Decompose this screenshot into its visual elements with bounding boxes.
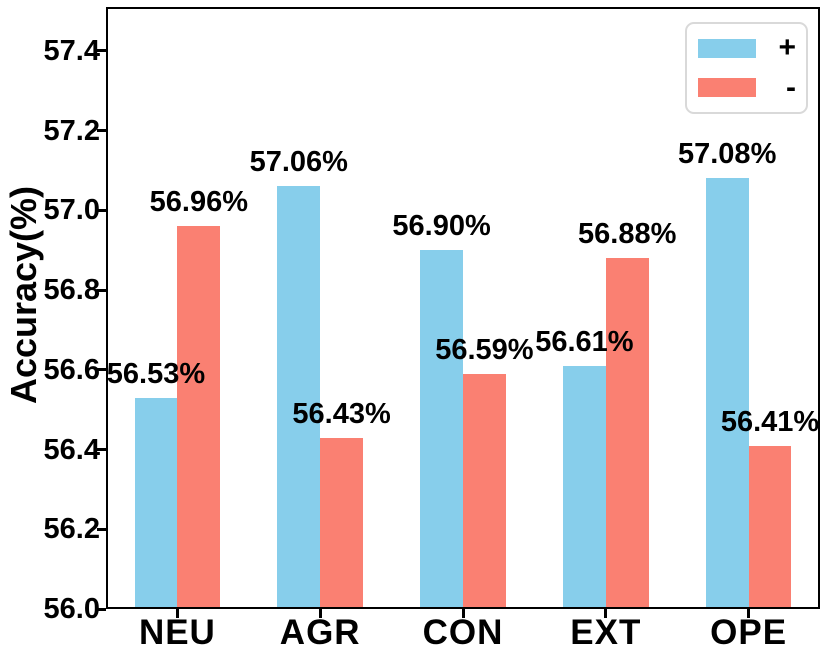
y-tick-mark [97,49,106,53]
x-tick-mark [747,609,751,618]
y-tick-mark [97,208,106,212]
bar-plus-con [420,250,463,607]
x-tick-label-agr: AGR [279,613,361,652]
legend-item-plus: + [698,33,796,63]
bar-plus-neu [134,397,178,607]
x-tick-label-neu: NEU [138,613,216,652]
bar-plus-agr [277,186,321,607]
y-tick-mark [97,527,106,531]
bar-plus-ope [705,178,749,607]
legend-box: + - [685,22,808,114]
bar-minus-ope [748,445,792,607]
bar-minus-agr [320,437,364,607]
y-tick-mark [97,607,106,611]
y-tick-label: 56.2 [43,513,100,546]
value-label-minus-agr: 56.43% [292,397,391,430]
x-tick-mark [604,609,608,618]
y-tick-mark [97,288,106,292]
y-tick-label: 57.0 [43,194,100,227]
minus-series-swatch-icon [698,78,756,98]
value-label-minus-con: 56.59% [435,333,534,366]
y-tick-label: 57.2 [43,114,100,147]
bar-minus-ext [605,258,649,607]
legend-label-minus: - [786,70,796,104]
y-tick-label: 56.8 [43,274,100,307]
y-tick-label: 57.4 [43,34,100,67]
value-label-minus-ext: 56.88% [578,218,677,251]
value-label-plus-agr: 57.06% [249,146,348,179]
legend-label-plus: + [778,31,796,65]
plus-series-swatch-icon [698,38,756,58]
bar-plus-ext [562,365,606,607]
x-tick-label-con: CON [422,613,504,652]
x-tick-mark [461,609,465,618]
value-label-plus-con: 56.90% [392,210,491,243]
y-tick-mark [97,368,106,372]
value-label-minus-neu: 56.96% [149,186,248,219]
y-tick-mark [97,448,106,452]
y-tick-mark [97,129,106,133]
legend-item-minus: - [698,70,796,104]
value-label-minus-ope: 56.41% [720,405,820,438]
x-tick-label-ext: EXT [570,613,642,652]
x-tick-mark [175,609,179,618]
y-tick-label: 56.0 [43,593,100,625]
value-label-plus-ope: 57.08% [677,138,777,171]
bar-minus-neu [177,226,221,607]
y-tick-label: 56.4 [43,433,100,466]
value-label-plus-neu: 56.53% [106,357,206,390]
x-tick-label-ope: OPE [710,613,788,652]
value-label-plus-ext: 56.61% [535,325,634,358]
bar-minus-con [463,373,506,607]
x-tick-mark [318,609,322,618]
y-tick-label: 56.6 [43,353,100,386]
